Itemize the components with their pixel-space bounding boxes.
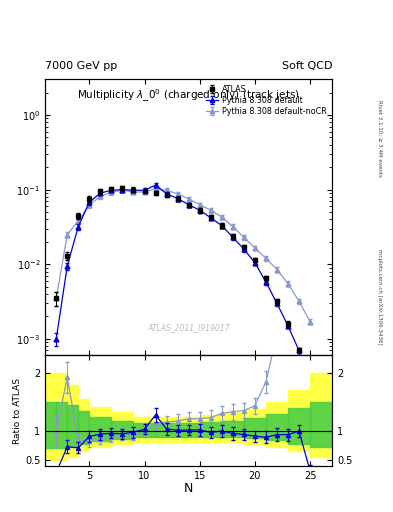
Legend: ATLAS, Pythia 8.308 default, Pythia 8.308 default-noCR: ATLAS, Pythia 8.308 default, Pythia 8.30…: [205, 83, 328, 118]
X-axis label: N: N: [184, 482, 193, 495]
Y-axis label: Ratio to ATLAS: Ratio to ATLAS: [13, 378, 22, 444]
Text: Multiplicity $\lambda\_0^0$ (charged only) (track jets): Multiplicity $\lambda\_0^0$ (charged onl…: [77, 88, 300, 104]
Text: Rivet 3.1.10; ≥ 3.4M events: Rivet 3.1.10; ≥ 3.4M events: [377, 100, 382, 177]
Text: Soft QCD: Soft QCD: [282, 60, 332, 71]
Text: 7000 GeV pp: 7000 GeV pp: [45, 60, 118, 71]
Text: mcplots.cern.ch [arXiv:1306.3436]: mcplots.cern.ch [arXiv:1306.3436]: [377, 249, 382, 345]
Text: ATLAS_2011_I919017: ATLAS_2011_I919017: [147, 324, 230, 332]
